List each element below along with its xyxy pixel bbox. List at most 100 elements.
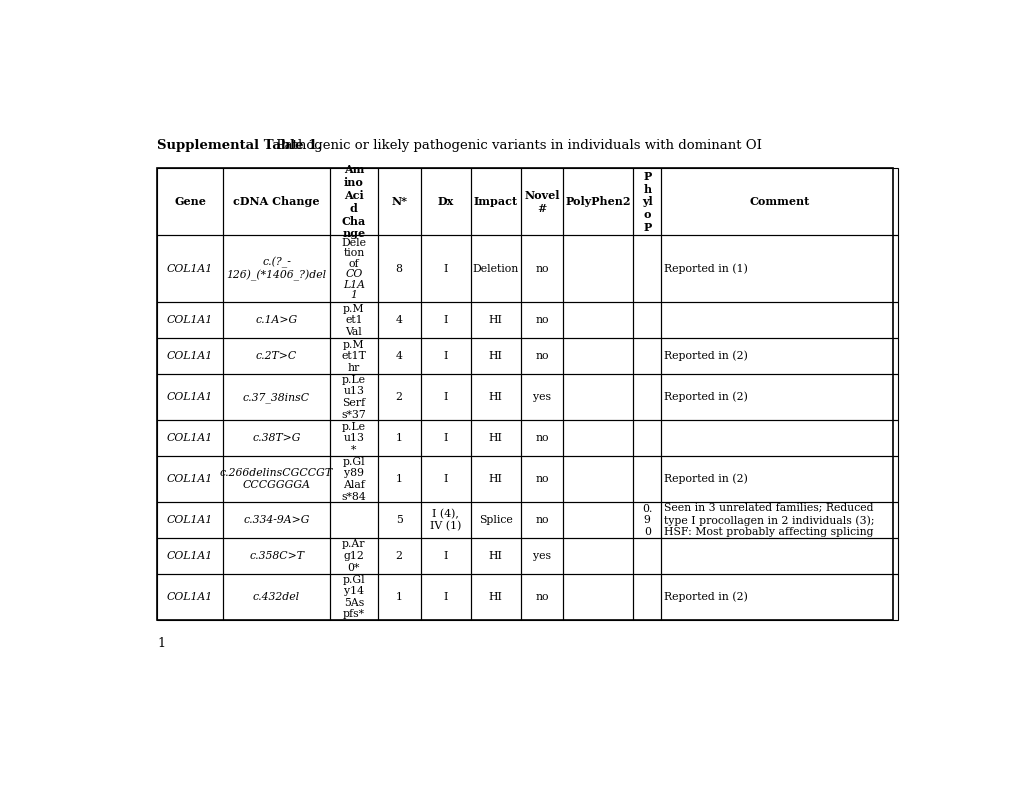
Bar	[660, 420, 897, 456]
Bar	[420, 338, 470, 374]
Text: 1: 1	[157, 637, 165, 650]
Text: tion: tion	[343, 248, 364, 258]
Text: yes: yes	[533, 392, 550, 402]
Bar	[633, 169, 660, 236]
Text: Impact: Impact	[473, 196, 518, 207]
Text: c.1A>G: c.1A>G	[255, 315, 298, 325]
Bar	[377, 338, 420, 374]
Bar	[470, 456, 520, 502]
Text: I: I	[443, 551, 447, 561]
Bar	[329, 303, 377, 338]
Text: c.358C>T: c.358C>T	[249, 551, 304, 561]
Text: Dx: Dx	[437, 196, 453, 207]
Text: 1: 1	[351, 290, 357, 300]
Text: 5: 5	[395, 515, 403, 525]
Text: c.334-9A>G: c.334-9A>G	[244, 515, 310, 525]
Bar	[157, 574, 223, 620]
Text: p.Gl
y89
Alaf
s*84: p.Gl y89 Alaf s*84	[341, 457, 366, 502]
Bar	[470, 502, 520, 538]
Text: p.M
et1T
hr: p.M et1T hr	[341, 340, 366, 373]
Bar	[377, 169, 420, 236]
Text: no: no	[535, 433, 548, 443]
Text: I: I	[443, 474, 447, 484]
Text: no: no	[535, 515, 548, 525]
Text: p.Ar
g12
0*: p.Ar g12 0*	[341, 539, 365, 573]
Text: Reported in (2): Reported in (2)	[663, 592, 748, 602]
Bar	[329, 502, 377, 538]
Bar	[520, 169, 562, 236]
Bar	[223, 374, 329, 420]
Bar	[420, 456, 470, 502]
Bar	[562, 236, 633, 303]
Text: COL1A1: COL1A1	[167, 264, 213, 274]
Text: c.38T>G: c.38T>G	[252, 433, 301, 443]
Text: yes: yes	[533, 551, 550, 561]
Text: L1A: L1A	[342, 280, 365, 289]
Bar	[377, 456, 420, 502]
Bar	[157, 338, 223, 374]
Text: of: of	[348, 258, 359, 269]
Bar	[157, 303, 223, 338]
Text: 8: 8	[395, 264, 403, 274]
Bar	[377, 574, 420, 620]
Text: HI: HI	[488, 551, 502, 561]
Text: I: I	[443, 592, 447, 602]
Bar	[329, 236, 377, 303]
Bar	[377, 303, 420, 338]
Bar	[470, 420, 520, 456]
Bar	[470, 169, 520, 236]
Bar	[377, 502, 420, 538]
Text: no: no	[535, 315, 548, 325]
Bar	[660, 303, 897, 338]
Bar	[157, 420, 223, 456]
Bar	[562, 303, 633, 338]
Text: 4: 4	[395, 315, 403, 325]
Bar	[377, 420, 420, 456]
Bar	[520, 236, 562, 303]
Bar	[660, 456, 897, 502]
Bar	[223, 338, 329, 374]
Bar	[660, 574, 897, 620]
Text: c.2T>C: c.2T>C	[256, 351, 297, 361]
Bar	[520, 303, 562, 338]
Bar	[223, 236, 329, 303]
Bar	[329, 420, 377, 456]
Bar	[520, 374, 562, 420]
Text: COL1A1: COL1A1	[167, 592, 213, 602]
Bar	[562, 374, 633, 420]
Bar	[223, 420, 329, 456]
Bar	[562, 420, 633, 456]
Text: c.432del: c.432del	[253, 592, 300, 602]
Bar	[420, 374, 470, 420]
Text: Reported in (2): Reported in (2)	[663, 351, 748, 362]
Text: COL1A1: COL1A1	[167, 315, 213, 325]
Text: I: I	[443, 264, 447, 274]
Text: 1: 1	[395, 433, 403, 443]
Text: N*: N*	[391, 196, 407, 207]
Bar	[157, 502, 223, 538]
Bar	[470, 338, 520, 374]
Bar	[562, 169, 633, 236]
Bar	[633, 374, 660, 420]
Text: I (4),
IV (1): I (4), IV (1)	[429, 509, 461, 531]
Text: c.37_38insC: c.37_38insC	[243, 392, 310, 403]
Bar	[420, 574, 470, 620]
Bar	[633, 338, 660, 374]
Text: no: no	[535, 592, 548, 602]
Text: Novel
#: Novel #	[524, 190, 559, 214]
Text: Supplemental Table 1.: Supplemental Table 1.	[157, 139, 322, 152]
Bar	[562, 338, 633, 374]
Bar	[562, 538, 633, 574]
Bar	[329, 574, 377, 620]
Bar	[633, 303, 660, 338]
Bar	[157, 538, 223, 574]
Bar	[223, 574, 329, 620]
Bar	[660, 338, 897, 374]
Text: p.Le
u13
Serf
s*37: p.Le u13 Serf s*37	[341, 375, 366, 419]
Bar	[470, 374, 520, 420]
Text: HI: HI	[488, 392, 502, 402]
Text: COL1A1: COL1A1	[167, 551, 213, 561]
Bar	[633, 574, 660, 620]
Text: Reported in (2): Reported in (2)	[663, 474, 748, 485]
Bar	[223, 303, 329, 338]
